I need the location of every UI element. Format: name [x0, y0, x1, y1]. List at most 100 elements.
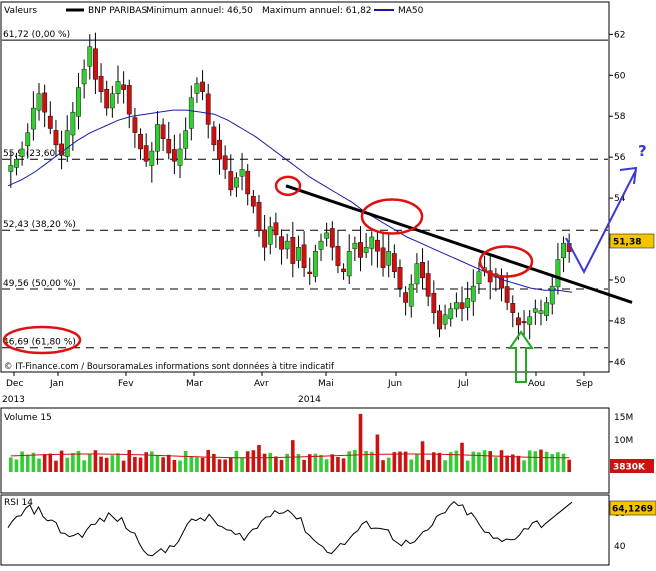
legend-min: Minimum annuel: 46,50 [146, 6, 253, 16]
candle-up [352, 242, 358, 249]
rsi-title: RSI 14 [4, 498, 33, 508]
candle-up [476, 271, 482, 284]
volume-bar [268, 452, 273, 472]
last-price-tag-text: 51,38 [613, 238, 641, 248]
volume-bar [353, 449, 357, 472]
candle-down [42, 92, 48, 113]
candle-down [132, 117, 138, 133]
volume-bar [398, 451, 402, 472]
candle-up [177, 148, 183, 166]
projection-arrow [565, 169, 637, 275]
volume-tick-10m: 10M [614, 436, 633, 446]
volume-bar [150, 451, 154, 472]
candle-down [391, 253, 397, 272]
candle-up [532, 308, 538, 313]
volume-bar [279, 459, 284, 472]
volume-bar [426, 459, 430, 472]
volume-title: Volume 15 [4, 413, 52, 423]
volume-bar [172, 459, 177, 472]
volume-bar [544, 451, 549, 472]
month-label-sep: Sep [576, 379, 593, 389]
candle-up [19, 148, 25, 157]
month-label-jun: Jun [387, 379, 402, 389]
candle-down [504, 286, 510, 303]
price-y-tick-label: 50 [614, 276, 626, 286]
volume-bar [9, 457, 13, 472]
candle-up [465, 298, 471, 308]
volume-bar [183, 450, 188, 472]
volume-bar [522, 460, 526, 472]
candle-up [149, 150, 155, 166]
candle-up [70, 111, 76, 136]
candle-up [25, 132, 31, 147]
volume-bar [505, 455, 509, 472]
volume-bar [262, 453, 267, 472]
candle-down [516, 317, 521, 326]
candle-up [448, 308, 454, 320]
volume-bar [516, 455, 521, 472]
candle-down [437, 310, 442, 330]
candle-up [30, 107, 36, 130]
legend-max: Maximum annuel: 61,82 [262, 6, 372, 16]
volume-bar [14, 459, 19, 472]
volume-bar [82, 460, 86, 472]
projection-arrow-head [619, 166, 638, 185]
volume-bar [285, 453, 289, 472]
candle-down [171, 149, 177, 162]
candle-up [284, 240, 290, 250]
candle-up [538, 310, 544, 314]
volume-bar [381, 460, 385, 472]
volume-bar [386, 457, 391, 472]
candle-down [93, 48, 98, 80]
price-y-tick-label: 62 [614, 30, 625, 40]
volume-bar [448, 452, 453, 472]
price-y-tick-label: 58 [614, 112, 626, 122]
candle-down [290, 237, 296, 264]
price-y-tick-label: 48 [614, 317, 626, 327]
volume-bar [234, 450, 239, 472]
volume-bar [510, 454, 515, 472]
candle-up [8, 165, 14, 172]
candle-up [76, 87, 81, 117]
volume-bar [465, 460, 470, 472]
candle-up [442, 314, 448, 325]
candle-up [109, 93, 115, 109]
highlight-ellipse [360, 198, 424, 235]
volume-bar [364, 451, 368, 472]
candle-down [279, 236, 284, 250]
volume-bar [319, 454, 323, 472]
volume-bar [121, 460, 126, 472]
volume-bar [369, 451, 374, 472]
candle-down [420, 261, 425, 279]
candle-down [205, 93, 211, 125]
candle-up [363, 247, 369, 253]
candle-down [397, 267, 403, 289]
highlight-ellipse [2, 325, 82, 355]
volume-bar [488, 451, 493, 472]
volume-bar [200, 457, 205, 472]
candle-up [386, 251, 392, 266]
candle-down [138, 134, 143, 150]
volume-bar [307, 454, 312, 472]
volume-last-tag-bg [610, 459, 654, 473]
volume-bar [443, 460, 447, 472]
candle-up [318, 240, 324, 250]
candle-down [222, 155, 228, 170]
candle-up [549, 285, 555, 305]
candle-up [183, 130, 189, 149]
candle-down [273, 222, 279, 236]
candle-down [104, 88, 110, 109]
volume-bar [87, 453, 92, 472]
candle-up [346, 251, 352, 277]
volume-bar [65, 457, 70, 472]
volume-bar [144, 452, 148, 472]
candle-up [14, 159, 19, 168]
volume-bar [499, 450, 504, 472]
candle-down [341, 268, 346, 272]
last-price-tag-bg [609, 233, 655, 249]
volume-bar [409, 459, 414, 472]
price-y-tick-label: 54 [614, 194, 626, 204]
question-mark: ? [638, 142, 647, 160]
last-price-tag: 51,38 [609, 233, 655, 249]
price-y-tick-label: 46 [614, 358, 626, 368]
